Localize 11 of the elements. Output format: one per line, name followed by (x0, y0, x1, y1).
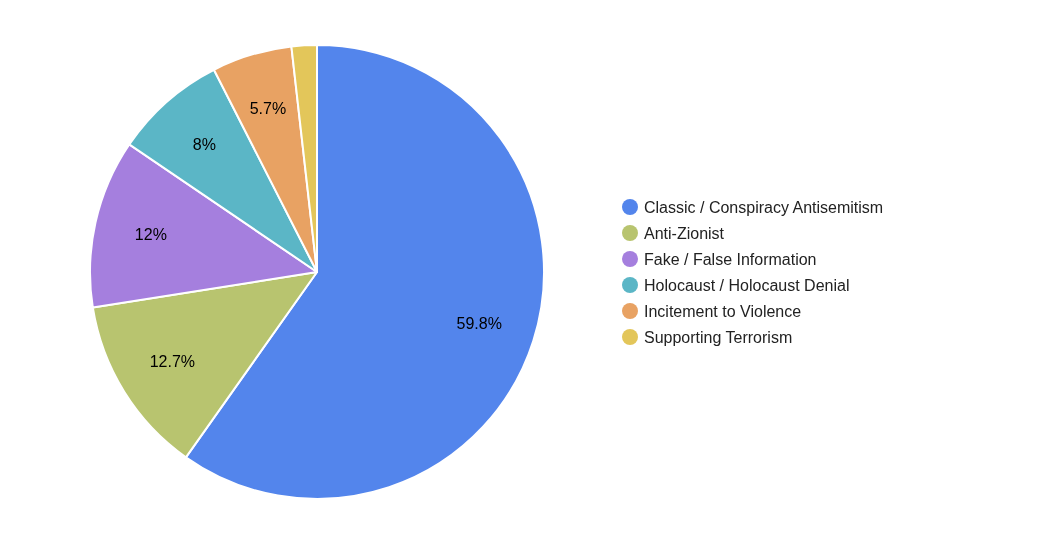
legend-label: Fake / False Information (644, 250, 817, 268)
legend-label: Classic / Conspiracy Antisemitism (644, 198, 884, 216)
legend-label: Incitement to Violence (644, 302, 802, 320)
legend-label: Anti-Zionist (644, 224, 725, 242)
data-label: 8% (192, 135, 216, 153)
legend-label: Supporting Terrorism (644, 328, 793, 346)
data-label: 12.7% (149, 353, 196, 371)
data-label: 59.8% (456, 315, 502, 333)
data-label: 5.7% (249, 100, 287, 118)
data-label: 12% (134, 226, 167, 244)
legend-label: Holocaust / Holocaust Denial (644, 276, 850, 294)
